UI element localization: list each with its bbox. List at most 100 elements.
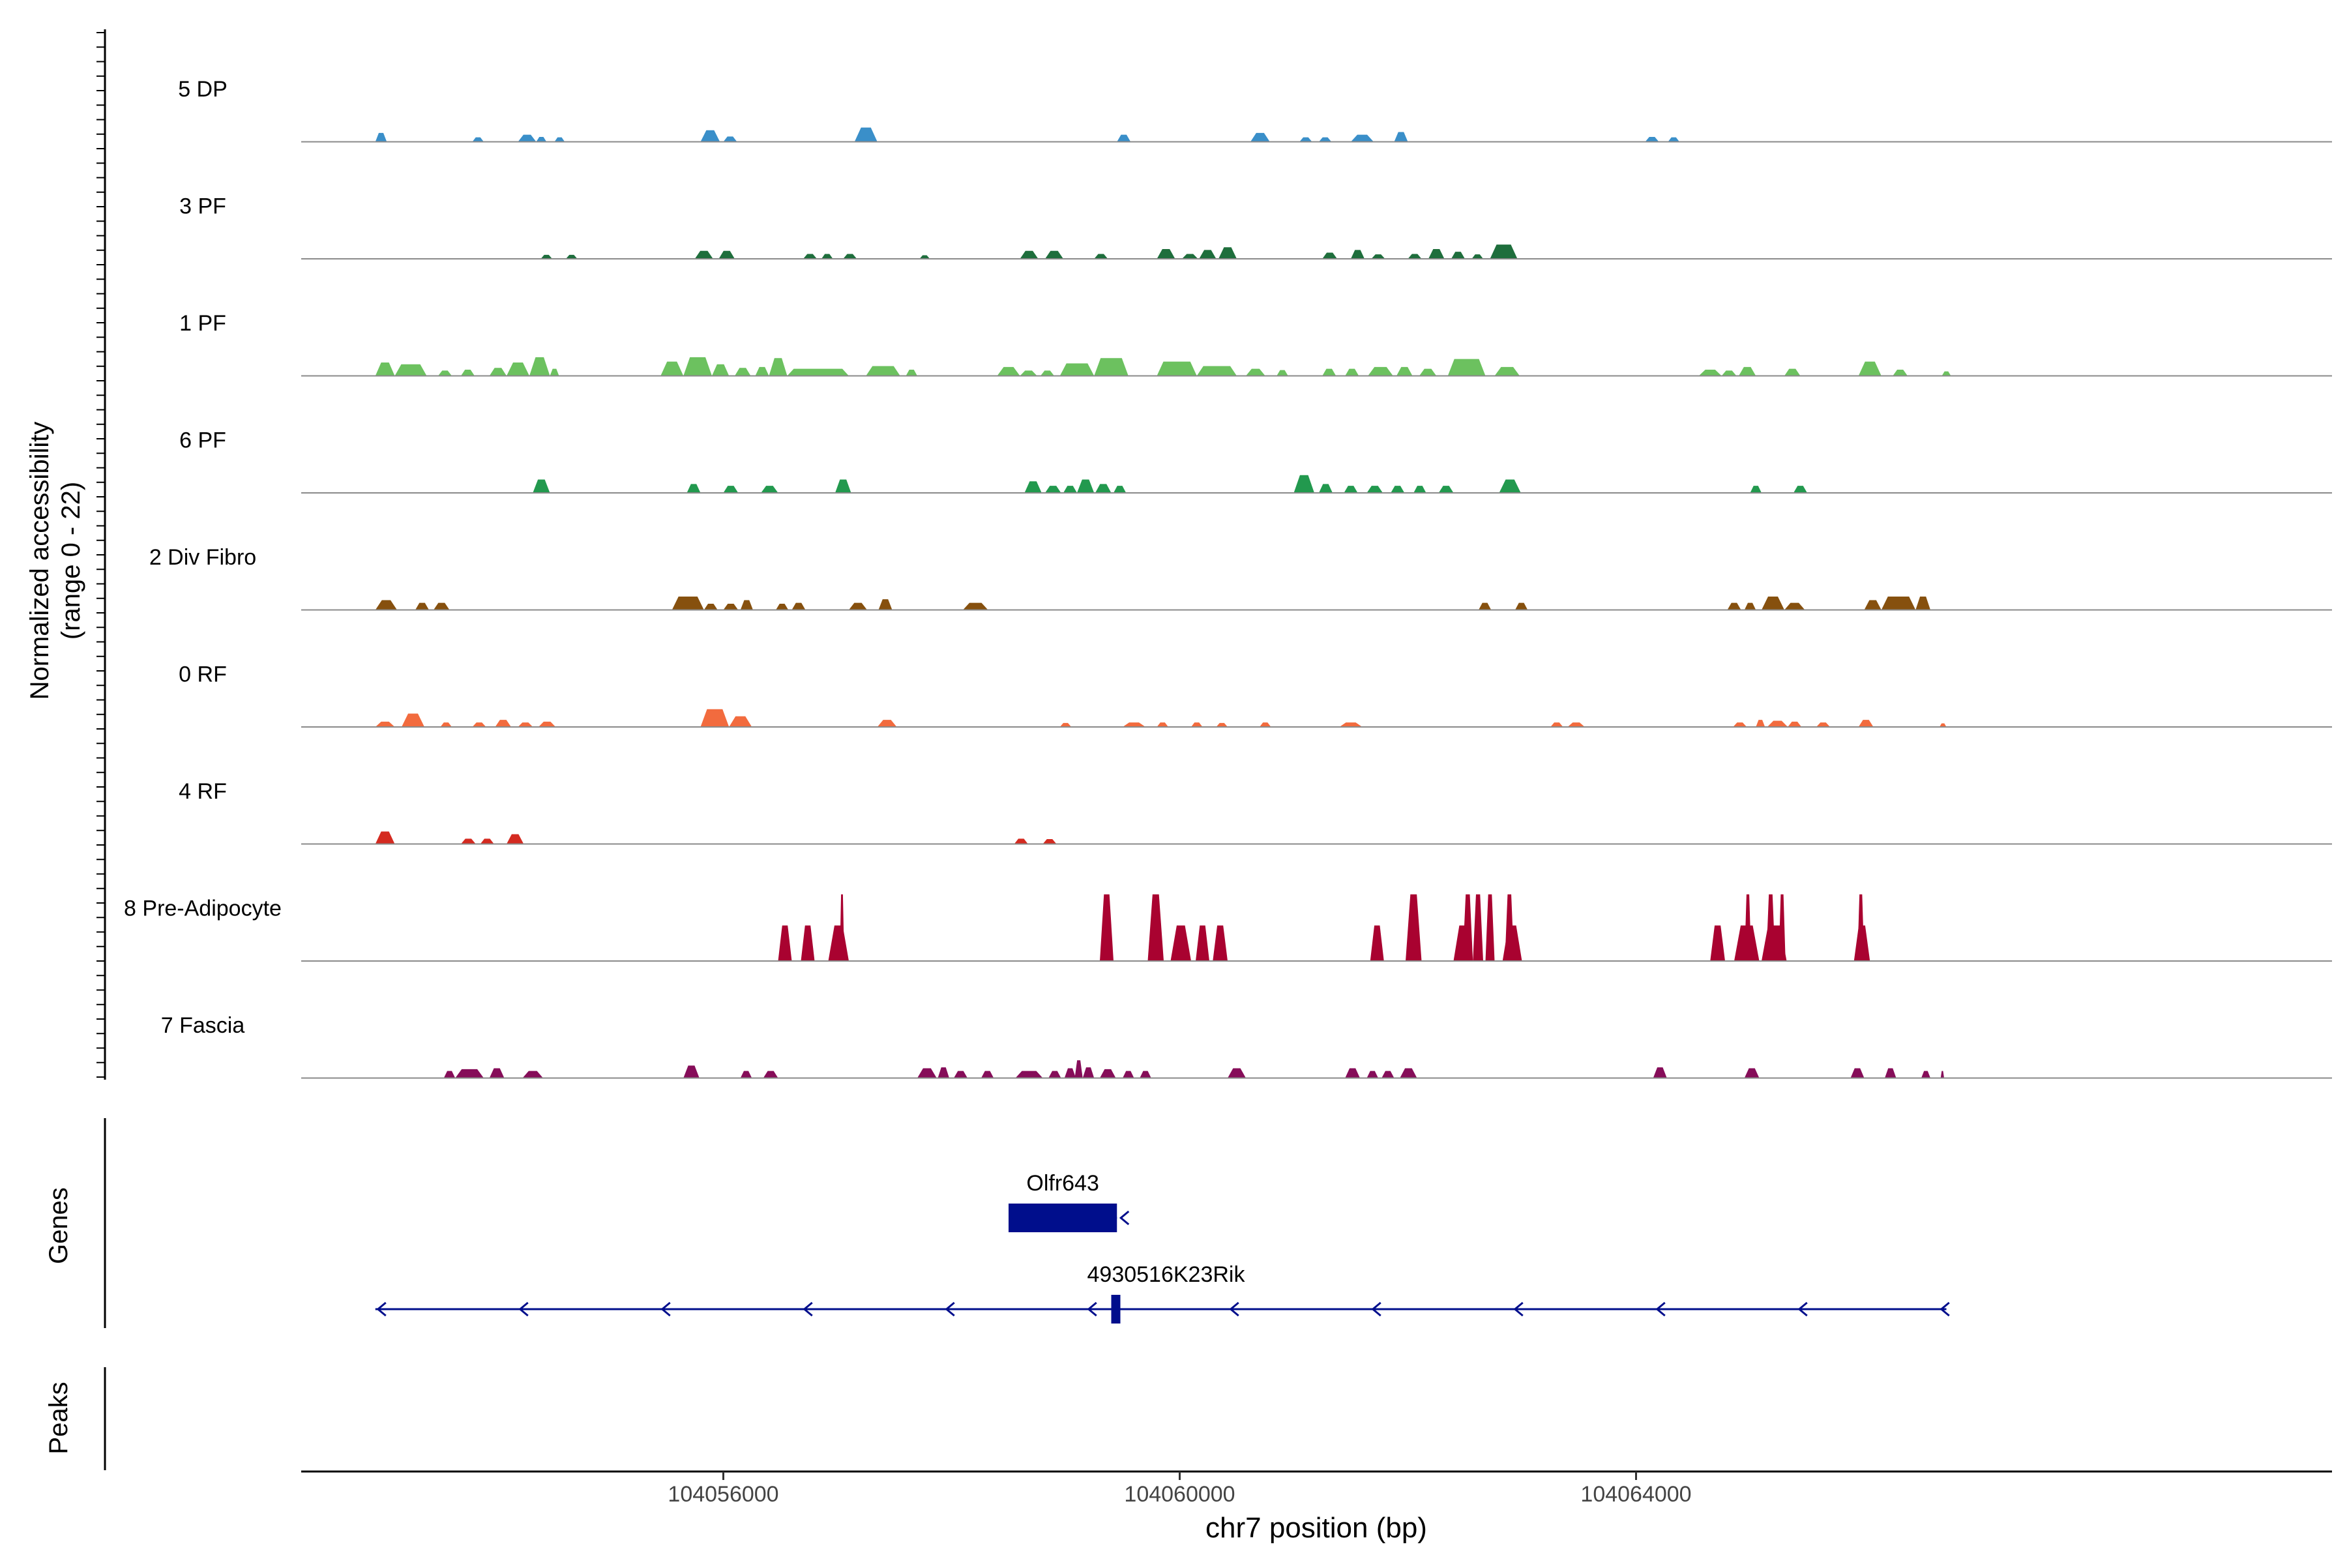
coverage-peak <box>1940 723 1947 727</box>
gene-exon <box>1009 1204 1117 1232</box>
coverage-peak <box>1567 722 1585 727</box>
coverage-peak <box>1123 1071 1134 1078</box>
coverage-peak <box>375 600 397 610</box>
coverage-peak <box>375 132 387 142</box>
coverage-peak <box>791 602 806 610</box>
coverage-peak <box>821 254 833 259</box>
coverage-peak <box>1020 370 1037 376</box>
coverage-peak <box>835 479 851 493</box>
coverage-peak <box>1366 486 1383 493</box>
coverage-peak <box>1014 838 1028 844</box>
coverage-peak <box>1645 137 1659 142</box>
x-axis-tick-label: 104060000 <box>1124 1482 1235 1507</box>
coverage-peak <box>1322 368 1336 376</box>
coverage-peak <box>840 894 844 961</box>
coverage-peak <box>1370 925 1384 961</box>
coverage-peak <box>1668 137 1679 142</box>
coverage-peak <box>1371 254 1385 259</box>
coverage-peak <box>472 137 484 142</box>
coverage-peak <box>1494 366 1520 376</box>
coverage-peak <box>375 721 395 727</box>
gene-strand-arrow <box>1087 1301 1097 1317</box>
coverage-peak <box>1451 252 1465 259</box>
coverage-peak <box>434 602 450 610</box>
coverage-track: 3 PF <box>179 194 2332 259</box>
coverage-peak <box>518 722 533 727</box>
coverage-peak <box>828 925 849 961</box>
coverage-peak <box>1170 925 1191 961</box>
gene-strand-arrow <box>1009 1210 1020 1226</box>
coverage-peak <box>700 709 730 727</box>
gene-strand-arrow <box>1371 1301 1381 1317</box>
coverage-peak <box>1698 369 1722 376</box>
coverage-peak <box>1059 722 1072 727</box>
coverage-peak <box>1123 722 1145 727</box>
coverage-peak <box>1351 134 1374 142</box>
coverage-peak <box>1391 486 1405 493</box>
coverage-peak <box>1858 720 1874 727</box>
coverage-peak <box>1396 366 1413 376</box>
coverage-peak <box>1921 1071 1930 1078</box>
coverage-peak <box>539 721 556 727</box>
coverage-peak <box>1419 368 1437 376</box>
coverage-peak <box>1394 132 1408 142</box>
x-axis-tick-label: 104064000 <box>1580 1482 1691 1507</box>
coverage-peak <box>700 130 720 142</box>
coverage-peak <box>1490 244 1518 259</box>
coverage-peak <box>1784 602 1805 610</box>
coverage-peak <box>843 254 857 259</box>
coverage-peak <box>723 486 739 493</box>
coverage-peak <box>1228 1068 1246 1078</box>
coverage-peak <box>438 370 452 376</box>
track-label: 7 Fascia <box>161 1013 245 1038</box>
coverage-peak <box>1048 1071 1061 1078</box>
coverage-peak <box>801 925 815 961</box>
coverage-peak <box>1850 1068 1865 1078</box>
coverage-peak <box>1094 254 1108 259</box>
coverage-peak <box>1345 1068 1360 1078</box>
coverage-peak <box>1345 368 1359 376</box>
coverage-peak <box>729 716 752 727</box>
coverage-track: 6 PF <box>179 428 2332 494</box>
gene-strand-arrow <box>1119 1210 1130 1226</box>
coverage-peak <box>1744 1068 1760 1078</box>
coverage-peak <box>1077 479 1095 493</box>
coverage-peak <box>1147 894 1164 961</box>
coverage-peak <box>694 250 713 259</box>
coverage-peak <box>1406 894 1422 961</box>
coverage-peak <box>461 838 476 844</box>
coverage-peak <box>683 1065 700 1078</box>
coverage-peak <box>1260 722 1271 727</box>
coverage-peak <box>443 1071 456 1078</box>
coverage-peak <box>1858 361 1882 376</box>
coverage-peak <box>1191 722 1203 727</box>
coverage-peak <box>1744 894 1752 961</box>
coverage-peak <box>1344 486 1358 493</box>
coverage-peak <box>1322 252 1337 259</box>
coverage-peak <box>1727 602 1741 610</box>
coverage-peak <box>1779 894 1786 961</box>
coverage-peak <box>1462 894 1473 961</box>
coverage-peak <box>566 254 578 259</box>
coverage-peak <box>1063 486 1077 493</box>
coverage-peak <box>1893 369 1908 376</box>
coverage-peak <box>1157 722 1168 727</box>
coverage-peak <box>375 831 395 844</box>
coverage-peak <box>917 1068 937 1078</box>
coverage-peak <box>1447 359 1486 376</box>
coverage-peak <box>683 357 712 376</box>
coverage-peak <box>1114 486 1127 493</box>
coverage-peak <box>1277 370 1288 376</box>
coverage-peak <box>533 479 550 493</box>
coverage-peak <box>495 720 511 727</box>
coverage-peak <box>1413 486 1426 493</box>
gene-strand-arrow <box>1513 1301 1524 1317</box>
gene-strand-arrow <box>1940 1301 1950 1317</box>
coverage-peak <box>769 358 788 376</box>
coverage-peak <box>937 1067 949 1078</box>
gene-strand-arrow <box>660 1301 671 1317</box>
coverage-peak <box>375 362 395 376</box>
coverage-peak <box>906 369 917 376</box>
coverage-peak <box>1816 722 1830 727</box>
